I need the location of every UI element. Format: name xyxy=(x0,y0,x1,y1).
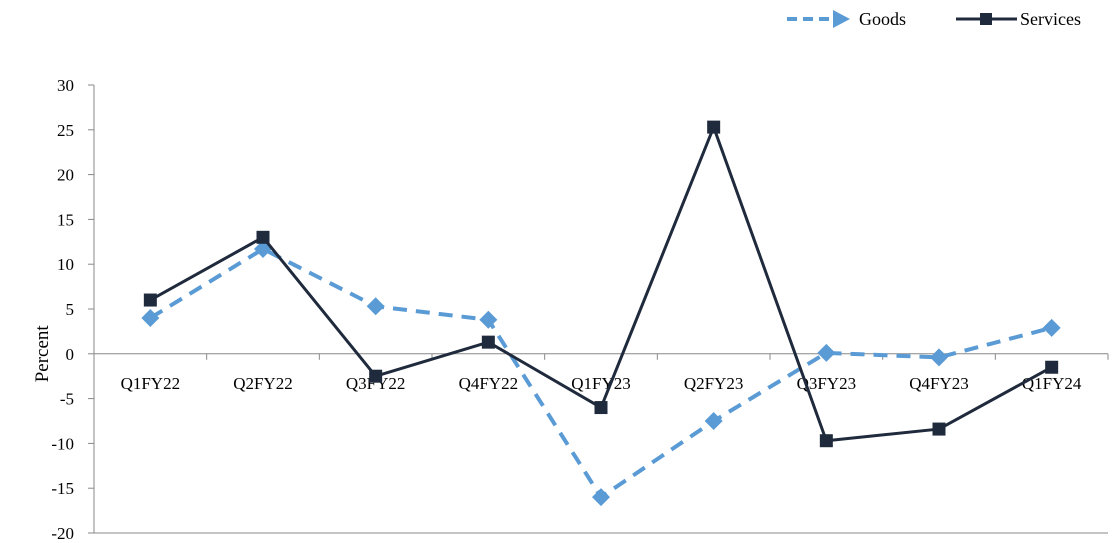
data-point-goods xyxy=(592,488,610,507)
series-line-services xyxy=(149,125,1053,443)
legend-goods-label: Goods xyxy=(859,9,906,29)
data-point-services xyxy=(256,230,270,244)
x-tick-labels: Q1FY22 Q2FY22 Q3FY22 Q4FY22 Q1FY23 Q2FY23 Q3FY… xyxy=(121,374,1082,393)
data-point-goods xyxy=(141,308,160,327)
x-tick-label: Q4FY22 xyxy=(459,374,519,393)
x-tick-label: Q1FY22 xyxy=(121,374,181,393)
y-tick-label: 15 xyxy=(57,210,74,229)
x-tick-label: Q1FY24 xyxy=(1022,374,1082,393)
y-tick-label: -20 xyxy=(51,524,74,543)
y-tick-label: 0 xyxy=(66,345,75,364)
y-tick-label: -15 xyxy=(51,479,74,498)
x-tick-label: Q4FY23 xyxy=(909,374,969,393)
legend-item-services: Services xyxy=(956,9,1081,29)
legend-services-square-icon xyxy=(980,13,992,25)
data-point-services xyxy=(819,434,833,448)
data-point-goods xyxy=(930,348,948,367)
x-tick-label: Q3FY22 xyxy=(346,374,406,393)
data-point-goods xyxy=(366,297,385,316)
y-tick-label: 5 xyxy=(66,300,75,319)
data-point-goods xyxy=(479,310,498,329)
data-point-services xyxy=(932,422,946,436)
x-tick-label: Q2FY22 xyxy=(233,374,293,393)
y-tick-label: 25 xyxy=(57,121,74,140)
legend-item-goods: Goods xyxy=(787,9,906,29)
data-point-services xyxy=(481,335,495,349)
x-tick-label: Q1FY23 xyxy=(571,374,631,393)
y-tick-labels: 30 25 20 15 10 5 0 -5 -10 -15 -20 xyxy=(51,76,74,543)
series-services xyxy=(143,120,1059,448)
x-tick-label: Q2FY23 xyxy=(684,374,744,393)
y-tick-label: 10 xyxy=(57,255,74,274)
data-point-goods xyxy=(1042,318,1061,337)
data-point-services xyxy=(1045,360,1059,374)
data-point-services xyxy=(594,401,608,415)
data-point-services xyxy=(369,369,383,383)
y-tick-label: 30 xyxy=(57,76,74,95)
data-point-goods xyxy=(704,412,723,430)
legend-services-label: Services xyxy=(1020,9,1081,29)
legend: Goods Services xyxy=(787,9,1081,29)
series-goods xyxy=(141,239,1061,507)
data-point-services xyxy=(143,293,157,307)
x-tick-label: Q3FY23 xyxy=(797,374,857,393)
legend-goods-arrow-icon xyxy=(833,10,850,28)
data-point-goods xyxy=(817,343,836,362)
axes xyxy=(88,84,1109,534)
series-layer xyxy=(141,120,1061,507)
y-axis-title: Percent xyxy=(32,325,53,383)
y-tick-label: 20 xyxy=(57,166,74,185)
y-tick-label: -5 xyxy=(60,390,74,409)
y-tick-label: -10 xyxy=(51,434,74,453)
data-point-services xyxy=(707,120,721,134)
